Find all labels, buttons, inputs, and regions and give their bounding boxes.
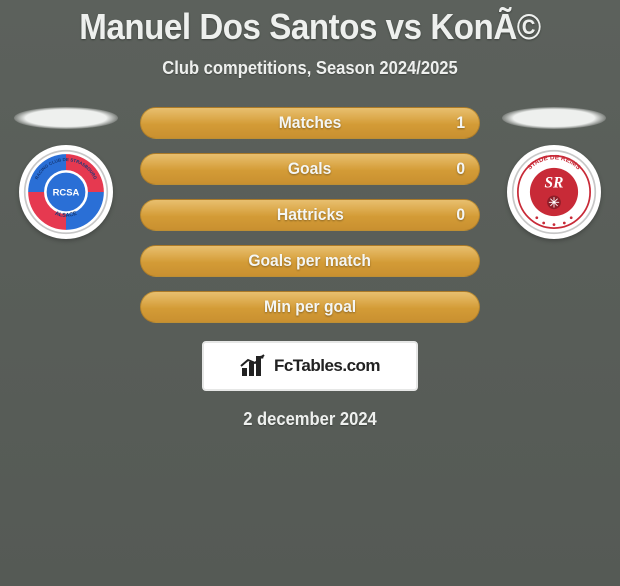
subtitle: Club competitions, Season 2024/2025 — [25, 58, 595, 79]
svg-text:RCSA: RCSA — [53, 187, 80, 198]
fctables-logo: FcTables.com — [240, 354, 380, 378]
left-team-column: RCSA RACING CLUB DE STRASBOURG ALSACE — [10, 107, 122, 239]
stat-bars: Matches 1 Goals 0 Hattricks 0 Goals per … — [140, 107, 480, 323]
ellipse-accent-right — [502, 107, 606, 129]
bar-chart-icon — [240, 354, 268, 378]
stat-bar-hattricks: Hattricks 0 — [140, 199, 480, 231]
stat-label: Goals — [288, 159, 331, 179]
stat-bar-matches: Matches 1 — [140, 107, 480, 139]
strasbourg-badge-icon: RCSA RACING CLUB DE STRASBOURG ALSACE — [23, 149, 109, 235]
page-title: Manuel Dos Santos vs KonÃ© — [25, 6, 595, 48]
stat-value: 0 — [456, 159, 465, 179]
date-line: 2 december 2024 — [25, 409, 595, 430]
stat-label: Hattricks — [277, 205, 344, 225]
stat-label: Goals per match — [249, 251, 372, 271]
stat-value: 1 — [456, 113, 465, 133]
stat-value: 0 — [456, 205, 465, 225]
reims-badge-icon: SR STADE DE REIMS — [511, 149, 597, 235]
svg-text:SR: SR — [545, 175, 564, 192]
stat-bar-goals-per-match: Goals per match — [140, 245, 480, 277]
stat-label: Min per goal — [264, 297, 356, 317]
ellipse-accent-left — [14, 107, 118, 129]
fctables-logo-text: FcTables.com — [274, 356, 380, 376]
stat-bar-goals: Goals 0 — [140, 153, 480, 185]
right-team-column: SR STADE DE REIMS — [498, 107, 610, 239]
strasbourg-badge: RCSA RACING CLUB DE STRASBOURG ALSACE — [19, 145, 113, 239]
comparison-content: RCSA RACING CLUB DE STRASBOURG ALSACE Ma… — [0, 107, 620, 323]
fctables-logo-box: FcTables.com — [202, 341, 418, 391]
reims-badge: SR STADE DE REIMS — [507, 145, 601, 239]
stat-bar-min-per-goal: Min per goal — [140, 291, 480, 323]
stat-label: Matches — [279, 113, 342, 133]
